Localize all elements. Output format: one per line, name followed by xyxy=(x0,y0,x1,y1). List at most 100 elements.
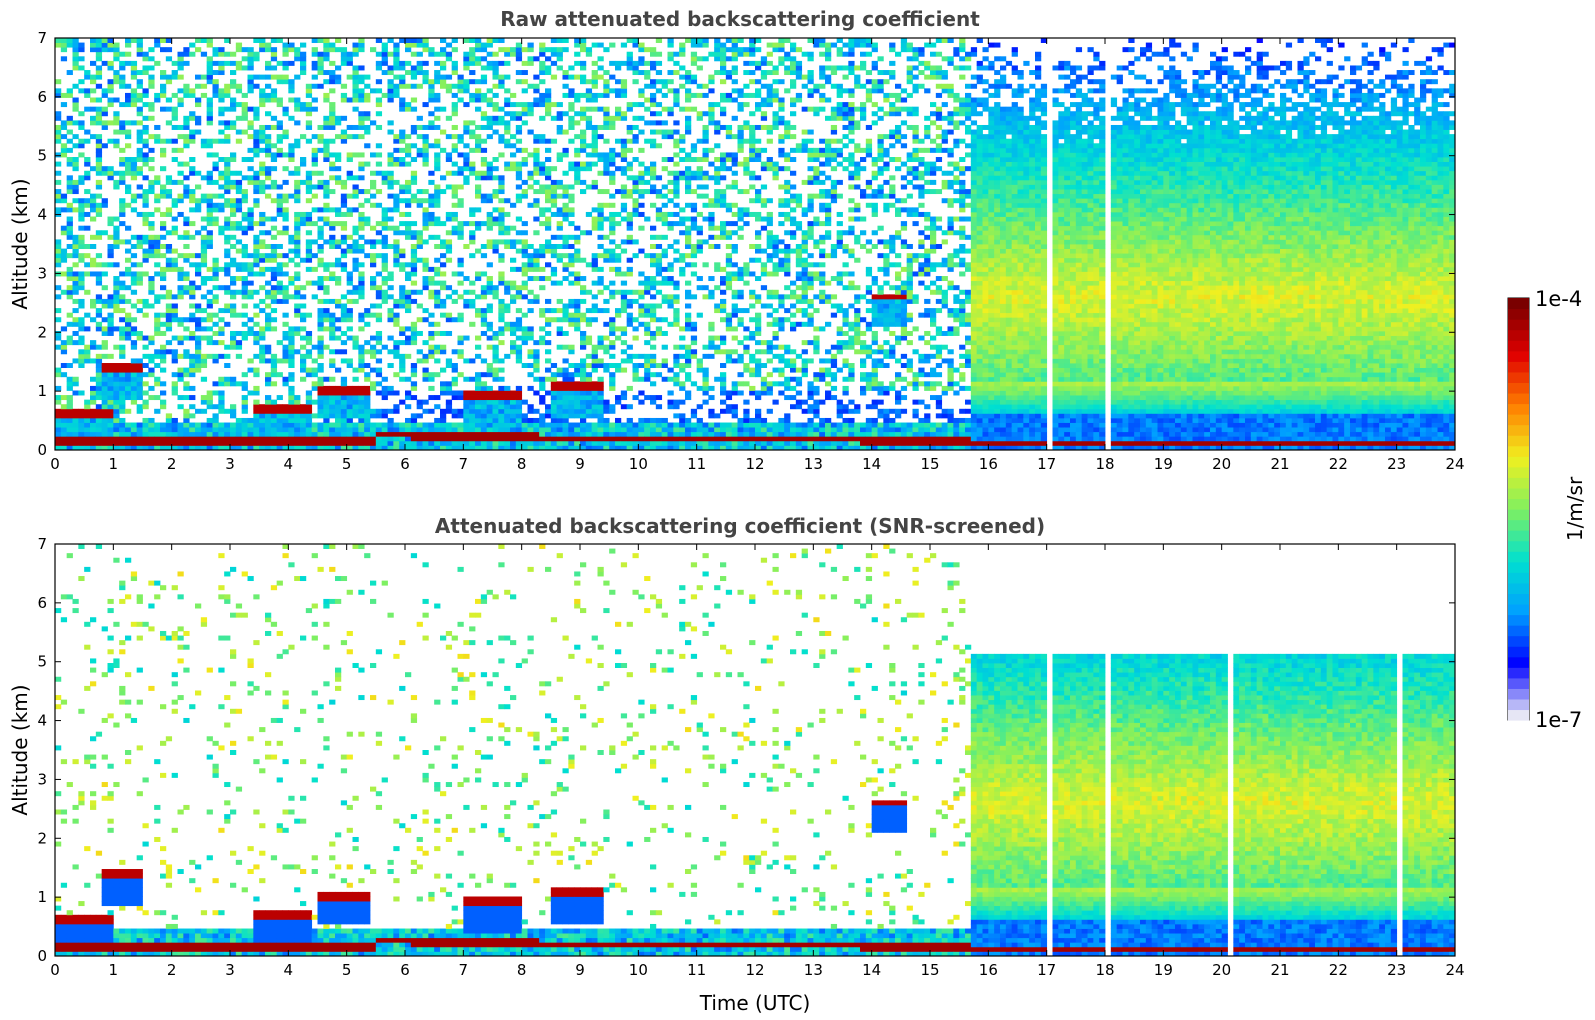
heatmap-cell xyxy=(230,70,237,76)
heatmap-cell xyxy=(679,74,686,80)
heatmap-cell xyxy=(282,230,289,236)
heatmap-cell xyxy=(539,248,546,254)
heatmap-cell xyxy=(113,413,120,419)
heatmap-cell xyxy=(165,38,173,43)
heatmap-cell xyxy=(597,202,604,208)
heatmap-cell xyxy=(154,193,161,199)
heatmap-cell xyxy=(545,408,552,414)
heatmap-cell xyxy=(533,445,540,451)
heatmap-cell xyxy=(60,134,68,140)
heatmap-cell xyxy=(480,436,488,442)
heatmap-cell xyxy=(329,70,336,76)
heatmap-cell xyxy=(445,211,453,217)
heatmap-cell xyxy=(685,317,692,323)
heatmap-cell xyxy=(60,198,68,204)
heatmap-cell xyxy=(498,317,505,323)
heatmap-cell xyxy=(574,253,581,259)
heatmap-cell xyxy=(655,120,663,126)
heatmap-cell xyxy=(591,363,598,368)
heatmap-cell xyxy=(457,395,464,401)
heatmap-cell xyxy=(142,445,149,451)
heatmap-cell xyxy=(527,326,534,332)
heatmap-cell xyxy=(399,363,406,368)
heatmap-cell xyxy=(591,179,598,185)
heatmap-cell xyxy=(136,280,143,286)
heatmap-cell xyxy=(78,326,85,332)
heatmap-cell xyxy=(574,120,581,126)
heatmap-cell xyxy=(259,88,266,94)
heatmap-cell xyxy=(434,427,441,433)
heatmap-cell xyxy=(288,431,295,437)
heatmap-cell xyxy=(550,47,558,53)
heatmap-cell xyxy=(125,143,132,149)
heatmap-cell xyxy=(597,335,604,341)
heatmap-cell xyxy=(685,376,692,382)
heatmap-cell xyxy=(539,376,546,382)
heatmap-cell xyxy=(218,202,225,208)
heatmap-cell xyxy=(504,166,511,172)
heatmap-cell xyxy=(241,436,248,442)
heatmap-cell xyxy=(434,445,441,451)
heatmap-cell xyxy=(521,70,528,76)
heatmap-cell xyxy=(247,175,254,181)
heatmap-cell xyxy=(305,440,313,446)
heatmap-cell xyxy=(556,298,563,304)
heatmap-cell xyxy=(393,303,400,309)
heatmap-cell xyxy=(480,381,488,387)
heatmap-cell xyxy=(515,335,523,341)
heatmap-cell xyxy=(294,143,301,149)
heatmap-cell xyxy=(638,42,645,48)
heatmap-cell xyxy=(527,353,534,359)
heatmap-cell xyxy=(113,170,120,176)
heatmap-cell xyxy=(95,326,103,332)
heatmap-cell xyxy=(165,248,173,254)
heatmap-cell xyxy=(300,326,307,332)
heatmap-cell xyxy=(294,445,301,451)
heatmap-cell xyxy=(323,276,330,282)
heatmap-cell xyxy=(171,372,178,378)
heatmap-cell xyxy=(550,308,558,314)
heatmap-cell xyxy=(305,404,313,410)
heatmap-cell xyxy=(585,230,593,236)
heatmap-cell xyxy=(195,207,202,213)
heatmap-cell xyxy=(352,184,359,190)
heatmap-cell xyxy=(270,38,278,43)
heatmap-cell xyxy=(66,216,73,222)
heatmap-cell xyxy=(230,436,237,442)
heatmap-cell xyxy=(655,417,663,423)
heatmap-cell xyxy=(317,385,324,391)
heatmap-cell xyxy=(101,271,108,277)
heatmap-cell xyxy=(177,367,184,373)
heatmap-cell xyxy=(72,308,79,314)
heatmap-cell xyxy=(626,257,633,263)
heatmap-cell xyxy=(90,271,97,277)
heatmap-cell xyxy=(282,417,289,423)
heatmap-cell xyxy=(305,138,313,144)
heatmap-cell xyxy=(288,152,295,158)
heatmap-cell xyxy=(550,253,558,259)
heatmap-cell xyxy=(276,266,283,272)
heatmap-cell xyxy=(311,38,318,43)
heatmap-cell xyxy=(177,294,184,300)
heatmap-cell xyxy=(434,97,441,103)
heatmap-cell xyxy=(72,244,79,249)
heatmap-cell xyxy=(550,38,558,43)
heatmap-cell xyxy=(160,330,167,336)
heatmap-cell xyxy=(230,408,237,414)
heatmap-cell xyxy=(626,161,633,167)
heatmap-cell xyxy=(154,248,161,254)
heatmap-cell xyxy=(475,47,482,53)
heatmap-cell xyxy=(393,427,400,433)
heatmap-cell xyxy=(189,88,196,94)
heatmap-cell xyxy=(685,312,692,318)
heatmap-cell xyxy=(375,51,383,57)
heatmap-cell xyxy=(556,102,563,108)
heatmap-cell xyxy=(55,38,62,43)
heatmap-cell xyxy=(55,344,62,350)
heatmap-cell xyxy=(650,431,657,437)
heatmap-cell xyxy=(241,230,248,236)
heatmap-cell xyxy=(72,184,79,190)
heatmap-cell xyxy=(539,422,546,428)
heatmap-cell xyxy=(119,179,126,185)
heatmap-cell xyxy=(253,422,260,428)
